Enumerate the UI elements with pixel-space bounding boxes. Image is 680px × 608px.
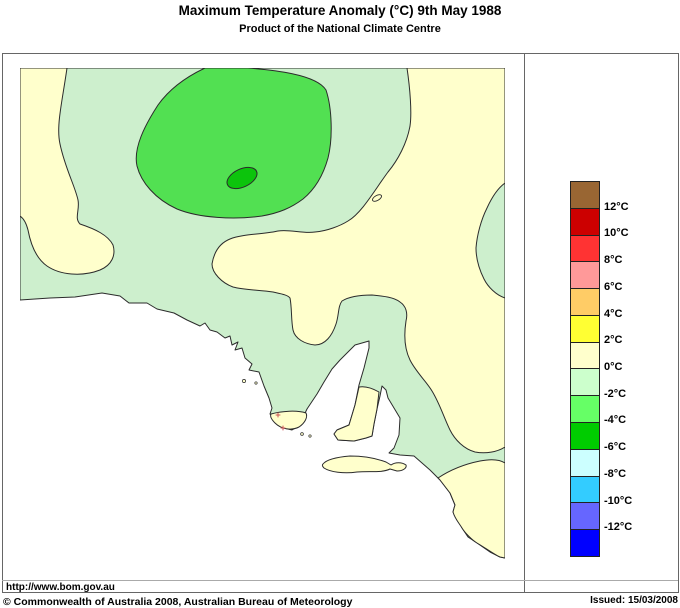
legend-cell: [571, 396, 599, 424]
legend-labels: 12°C 10°C 8°C 6°C 4°C 2°C 0°C -2°C -4°C -6°C -8°C -…: [604, 181, 664, 555]
legend-cell: [571, 369, 599, 397]
green-core: [226, 166, 258, 190]
legend-cell: [571, 208, 599, 236]
legend-label: 10°C: [604, 227, 629, 240]
legend-panel-divider: [524, 53, 525, 592]
legend-label: 4°C: [604, 307, 623, 320]
legend-label: 6°C: [604, 280, 623, 293]
northeast-cream-region: [211, 68, 505, 454]
legend-cell: [571, 342, 599, 370]
legend-label: 2°C: [604, 334, 623, 347]
legend-label: -12°C: [604, 521, 633, 534]
url-strip-divider: [2, 580, 678, 581]
legend-label: -8°C: [604, 467, 627, 480]
legend-color-bar: [570, 181, 600, 557]
bom-url-text: http://www.bom.gov.au: [6, 582, 115, 593]
issued-date-text: Issued: 15/03/2008: [590, 595, 678, 606]
kangaroo-island: [321, 455, 407, 474]
legend-label: 12°C: [604, 200, 629, 213]
eyre-tip-cream: [270, 410, 308, 430]
legend-cell: [571, 530, 599, 556]
page-subtitle: Product of the National Climate Centre: [239, 23, 441, 35]
offshore-islands: [242, 379, 312, 438]
north-green-oval: [135, 68, 332, 219]
legend-label: 8°C: [604, 254, 623, 267]
copyright-text: © Commonwealth of Australia 2008, Austra…: [3, 596, 353, 608]
legend-cell: [571, 289, 599, 316]
legend-label: -4°C: [604, 414, 627, 427]
legend-label: -2°C: [604, 387, 627, 400]
legend-label: -6°C: [604, 441, 627, 454]
southeast-cream-region: [437, 459, 505, 559]
small-contour-ellipse: [372, 194, 382, 202]
legend-cell: [571, 315, 599, 343]
legend-cell: [571, 476, 599, 504]
west-cream-band: [20, 68, 115, 275]
legend-cell: [571, 262, 599, 290]
anomaly-map: [20, 68, 505, 559]
legend-cell: [571, 449, 599, 477]
legend-cell: [571, 423, 599, 450]
station-marks: [275, 412, 286, 431]
legend-cell: [571, 182, 599, 209]
page-title: Maximum Temperature Anomaly (°C) 9th May…: [178, 3, 502, 18]
yorke-peninsula: [333, 386, 380, 442]
legend-label: 0°C: [604, 361, 623, 373]
legend-cell: [571, 503, 599, 531]
legend-cell: [571, 235, 599, 263]
legend-label: -10°C: [604, 494, 633, 507]
